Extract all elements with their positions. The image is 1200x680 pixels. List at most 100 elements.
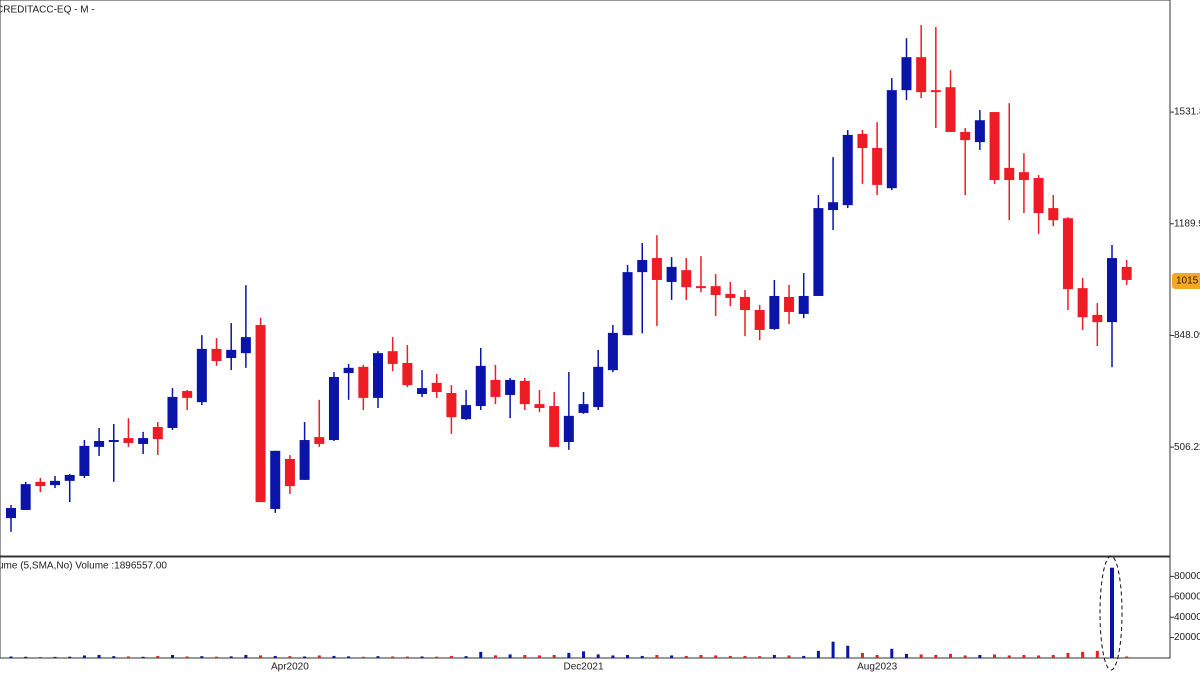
- volume-bar: [288, 656, 292, 658]
- candle-body: [842, 134, 853, 206]
- volume-bar: [934, 654, 938, 658]
- volume-bar: [215, 656, 219, 658]
- candle-body: [989, 112, 1000, 180]
- candle-body: [299, 440, 310, 480]
- volume-bar: [963, 655, 967, 658]
- volume-bar: [435, 656, 439, 658]
- candle-body: [152, 426, 163, 440]
- volume-bar: [376, 656, 380, 658]
- candle-body: [1077, 288, 1088, 318]
- volume-bar: [890, 648, 894, 658]
- x-tick-label: Dec2021: [564, 662, 604, 673]
- candle-body: [328, 376, 339, 441]
- y-tick-label: 4000000: [1174, 612, 1200, 623]
- candle-body: [534, 404, 545, 409]
- volume-bar: [9, 656, 13, 658]
- candle-body: [1033, 178, 1044, 213]
- last-price-tag: [1172, 272, 1200, 289]
- candle-body: [1018, 172, 1029, 180]
- candle-body: [446, 392, 457, 418]
- volume-bar: [68, 656, 72, 658]
- candle-body: [1048, 208, 1059, 221]
- volume-bar: [1022, 654, 1026, 658]
- volume-bar: [655, 654, 659, 658]
- candle-body: [182, 391, 193, 398]
- candle-body: [916, 57, 927, 93]
- volume-bar: [259, 655, 263, 658]
- candle-body: [1004, 167, 1015, 180]
- volume-bar: [626, 654, 630, 658]
- candle-body: [549, 406, 560, 447]
- candle-body: [475, 365, 486, 407]
- volume-bar: [758, 656, 762, 658]
- candle-body: [343, 367, 354, 374]
- candle-body: [461, 405, 472, 420]
- volume-bar: [82, 655, 86, 658]
- chart-title: CREDITACC-EQ - M -: [0, 5, 95, 16]
- candle-body: [358, 366, 369, 398]
- candle-body: [563, 415, 574, 442]
- y-tick-label: 8000000: [1174, 571, 1200, 582]
- volume-bar: [582, 651, 586, 658]
- volume-bar: [1066, 652, 1070, 658]
- volume-bar: [875, 654, 879, 658]
- candle-body: [872, 147, 883, 185]
- volume-bar: [244, 654, 248, 658]
- volume-bar: [1037, 655, 1041, 658]
- candle-body: [255, 325, 266, 503]
- volume-bar: [1051, 654, 1055, 658]
- volume-bar: [361, 656, 365, 658]
- volume-bar: [537, 655, 541, 658]
- candle-body: [930, 90, 941, 93]
- candle-body: [666, 266, 677, 282]
- candle-body: [974, 120, 985, 143]
- volume-bar: [24, 656, 28, 658]
- volume-bar: [464, 656, 468, 658]
- candle-body: [637, 260, 648, 273]
- candle-body: [196, 348, 207, 403]
- candle-body: [960, 131, 971, 141]
- volume-bar: [1007, 655, 1011, 658]
- candle-body: [240, 337, 251, 354]
- y-tick-label: 1531.83: [1174, 107, 1200, 118]
- candle-body: [1092, 314, 1103, 323]
- volume-bar: [38, 656, 42, 658]
- candle-body: [94, 441, 105, 447]
- candle-body: [651, 258, 662, 280]
- volume-bar: [112, 656, 116, 658]
- candle-body: [857, 133, 868, 148]
- volume-bar: [1125, 656, 1129, 658]
- volume-bar: [552, 654, 556, 658]
- candle-body: [798, 295, 809, 314]
- volume-bar: [684, 655, 688, 658]
- volume-bar: [670, 655, 674, 658]
- volume-bar: [170, 654, 174, 658]
- volume-bar: [978, 654, 982, 658]
- candle-body: [226, 349, 237, 359]
- volume-bar: [185, 656, 189, 658]
- volume-bar: [743, 655, 747, 658]
- candle-body: [740, 296, 750, 311]
- volume-bar: [479, 651, 483, 658]
- candle-body: [211, 348, 222, 361]
- candle-body: [35, 481, 46, 487]
- candle-body: [431, 382, 442, 393]
- volume-bar: [508, 654, 512, 658]
- volume-bar: [332, 655, 336, 658]
- candle-body: [813, 208, 824, 296]
- volume-bar: [303, 656, 307, 658]
- volume-bar: [493, 655, 497, 658]
- volume-bar: [640, 655, 644, 658]
- volume-bar: [97, 654, 101, 658]
- candle-body: [314, 437, 325, 444]
- x-tick-label: Apr2020: [271, 662, 309, 673]
- candle-body: [519, 380, 530, 405]
- candle-body: [270, 450, 281, 509]
- volume-bar: [772, 654, 776, 658]
- y-tick-label: 848.09: [1174, 330, 1200, 341]
- volume-bar: [1110, 567, 1114, 658]
- candle-body: [710, 286, 721, 295]
- candle-body: [490, 379, 501, 397]
- candle-body: [725, 294, 736, 298]
